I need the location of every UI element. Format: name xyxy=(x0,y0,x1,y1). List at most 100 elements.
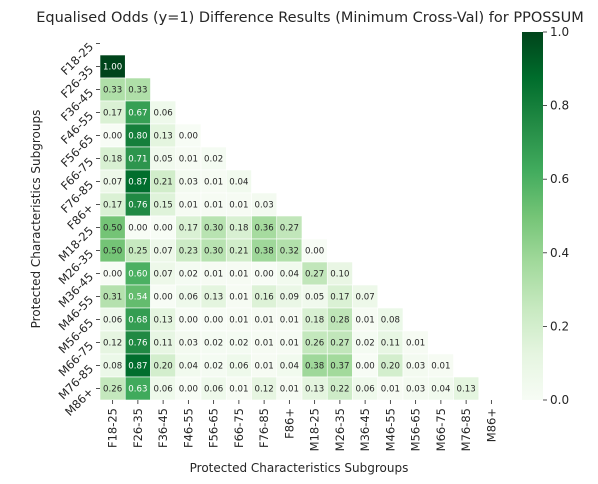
cell-value-label: 0.71 xyxy=(128,155,147,165)
cell-value-label: 0.08 xyxy=(381,316,400,326)
cell-value-label: 0.20 xyxy=(154,362,173,372)
cell-value-label: 0.01 xyxy=(431,362,450,372)
cell-value-label: 0.03 xyxy=(406,362,425,372)
cell-value-label: 0.21 xyxy=(154,178,173,188)
cell-value-label: 0.04 xyxy=(280,270,299,280)
cell-value-label: 0.03 xyxy=(255,201,274,211)
cell-value-label: 0.04 xyxy=(179,362,198,372)
x-tick-label: F46-55 xyxy=(181,408,195,448)
cell-value-label: 1.00 xyxy=(103,63,122,73)
heatmap-cells: 1.00 0.33 0.33 0.17 0.67 0.06 0.00 0.80 0.13 0.00… xyxy=(99,54,480,401)
cell-value-label: 0.01 xyxy=(356,316,375,326)
cell-value-label: 0.06 xyxy=(154,385,173,395)
cell-value-label: 0.67 xyxy=(128,109,147,119)
cell-value-label: 0.50 xyxy=(103,247,122,257)
cell-value-label: 0.06 xyxy=(204,385,223,395)
cell-value-label: 0.03 xyxy=(179,339,198,349)
x-tick-label: F18-25 xyxy=(106,408,120,448)
cell-value-label: 0.06 xyxy=(356,385,375,395)
cell-value-label: 0.13 xyxy=(204,293,223,303)
cell-value-label: 0.36 xyxy=(255,224,274,234)
cell-value-label: 0.07 xyxy=(356,293,375,303)
cell-value-label: 0.02 xyxy=(356,339,375,349)
y-axis-label: Protected Characteristics Subgroups xyxy=(29,110,43,329)
cell-value-label: 0.60 xyxy=(128,270,147,280)
cell-value-label: 0.12 xyxy=(103,339,122,349)
x-tick-label: M76-85 xyxy=(459,408,473,451)
cell-value-label: 0.00 xyxy=(179,316,198,326)
colorbar-ticks: 0.0 0.2 0.4 0.6 0.8 1.0 xyxy=(543,25,569,407)
colorbar-tick-label: 0.6 xyxy=(550,172,569,186)
cell-value-label: 0.18 xyxy=(305,316,324,326)
x-tick-label: F76-85 xyxy=(257,408,271,448)
cell-value-label: 0.08 xyxy=(103,362,122,372)
cell-value-label: 0.54 xyxy=(128,293,147,303)
cell-value-label: 0.02 xyxy=(204,362,223,372)
cell-value-label: 0.68 xyxy=(128,316,147,326)
cell-value-label: 0.01 xyxy=(229,293,248,303)
cell-value-label: 0.13 xyxy=(305,385,324,395)
cell-value-label: 0.18 xyxy=(229,224,248,234)
cell-value-label: 0.00 xyxy=(305,247,324,257)
cell-value-label: 0.26 xyxy=(305,339,324,349)
cell-value-label: 0.00 xyxy=(179,385,198,395)
cell-value-label: 0.01 xyxy=(406,339,425,349)
cell-value-label: 0.02 xyxy=(204,339,223,349)
x-tick-label: F66-75 xyxy=(232,408,246,448)
cell-value-label: 0.33 xyxy=(128,86,147,96)
colorbar-tick-label: 0.4 xyxy=(550,246,569,260)
cell-value-label: 0.21 xyxy=(229,247,248,257)
cell-value-label: 0.33 xyxy=(103,86,122,96)
cell-value-label: 0.00 xyxy=(103,132,122,142)
cell-value-label: 0.15 xyxy=(154,201,173,211)
cell-value-label: 0.00 xyxy=(204,316,223,326)
cell-value-label: 0.03 xyxy=(179,178,198,188)
colorbar-gradient xyxy=(522,32,543,400)
cell-value-label: 0.87 xyxy=(128,362,147,372)
x-tick-labels: F18-25 F26-35 F36-45 F46-55 F56-65 F66-75 F76-… xyxy=(106,400,498,451)
cell-value-label: 0.25 xyxy=(128,247,147,257)
cell-value-label: 0.00 xyxy=(356,362,375,372)
cell-value-label: 0.76 xyxy=(128,339,147,349)
cell-value-label: 0.01 xyxy=(381,385,400,395)
x-tick-label: F26-35 xyxy=(131,408,145,448)
cell-value-label: 0.38 xyxy=(305,362,324,372)
cell-value-label: 0.01 xyxy=(204,270,223,280)
cell-value-label: 0.32 xyxy=(280,247,299,257)
cell-value-label: 0.63 xyxy=(128,385,147,395)
x-tick-label: M66-75 xyxy=(434,408,448,451)
cell-value-label: 0.22 xyxy=(330,385,349,395)
cell-value-label: 0.00 xyxy=(179,132,198,142)
cell-value-label: 0.01 xyxy=(280,385,299,395)
cell-value-label: 0.87 xyxy=(128,178,147,188)
cell-value-label: 0.01 xyxy=(179,155,198,165)
x-axis-label: Protected Characteristics Subgroups xyxy=(190,461,409,475)
cell-value-label: 0.01 xyxy=(255,339,274,349)
cell-value-label: 0.30 xyxy=(204,224,223,234)
cell-value-label: 0.01 xyxy=(179,201,198,211)
colorbar-tick-label: 0.8 xyxy=(550,99,569,113)
cell-value-label: 0.01 xyxy=(255,362,274,372)
cell-value-label: 0.23 xyxy=(179,247,198,257)
cell-value-label: 0.31 xyxy=(103,293,122,303)
cell-value-label: 0.80 xyxy=(128,132,147,142)
cell-value-label: 0.18 xyxy=(103,155,122,165)
cell-value-label: 0.05 xyxy=(305,293,324,303)
cell-value-label: 0.09 xyxy=(280,293,299,303)
cell-value-label: 0.12 xyxy=(255,385,274,395)
cell-value-label: 0.01 xyxy=(255,316,274,326)
colorbar: 0.0 0.2 0.4 0.6 0.8 1.0 xyxy=(522,25,569,407)
y-tick-labels: F18-25F26-35F36-45F46-55F56-65F66-75F76-… xyxy=(56,40,100,419)
x-tick-label: F36-45 xyxy=(156,408,170,448)
x-tick-label: M56-65 xyxy=(409,408,423,451)
cell-value-label: 0.00 xyxy=(103,270,122,280)
cell-value-label: 0.07 xyxy=(154,270,173,280)
cell-value-label: 0.17 xyxy=(103,109,122,119)
x-tick-label: M18-25 xyxy=(308,408,322,451)
chart-title: Equalised Odds (y=1) Difference Results … xyxy=(36,10,584,26)
colorbar-tick-label: 0.0 xyxy=(550,393,569,407)
cell-value-label: 0.20 xyxy=(381,362,400,372)
cell-value-label: 0.01 xyxy=(280,339,299,349)
cell-value-label: 0.01 xyxy=(229,385,248,395)
